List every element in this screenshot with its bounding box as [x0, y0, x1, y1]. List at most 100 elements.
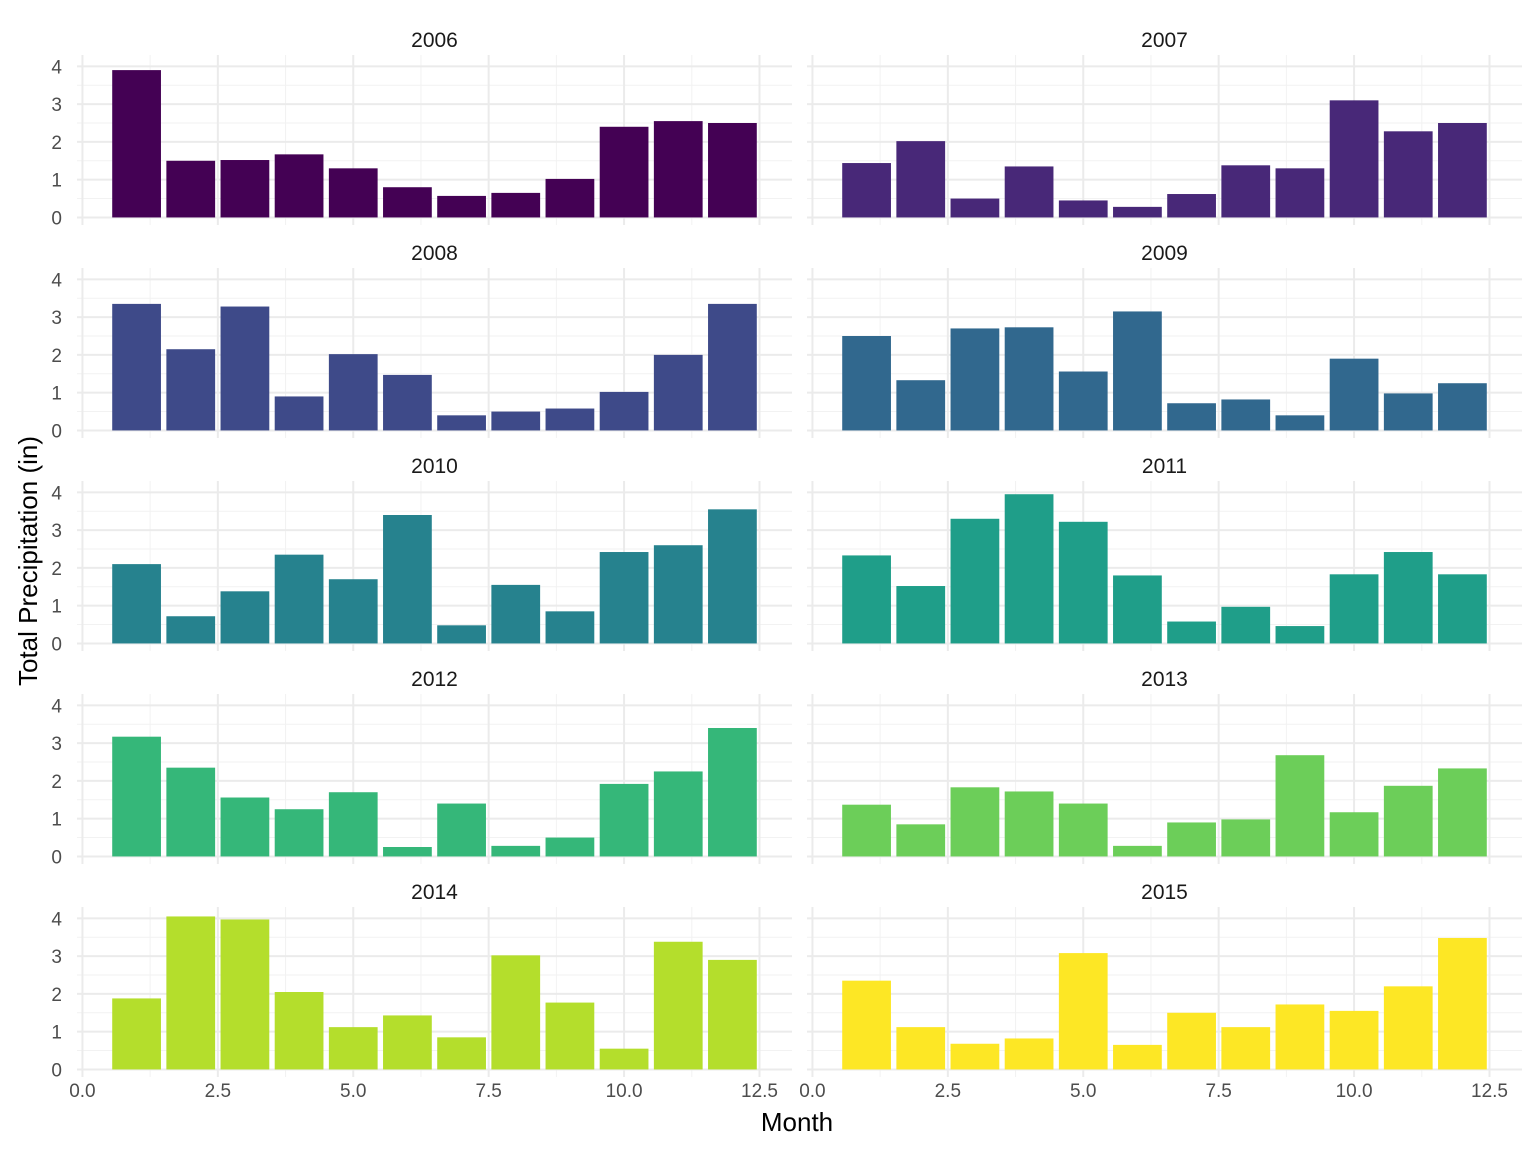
y-tick-label: 3 [51, 947, 62, 968]
bar-2010-month-12 [708, 509, 757, 644]
bar-2014-month-2 [166, 916, 216, 1070]
bar-2006-month-11 [653, 121, 703, 218]
bar-2013-month-3 [950, 787, 1000, 857]
bar-2008-month-4 [274, 396, 324, 431]
facet-panel-2015: 2015 [807, 881, 1522, 1077]
bar-2007-month-8 [1221, 165, 1271, 218]
bar-2012-month-12 [708, 728, 757, 857]
bar-2011-month-8 [1221, 606, 1271, 644]
bar-2012-month-1 [112, 736, 161, 857]
bar-2012-month-4 [274, 809, 324, 857]
bar-2007-month-9 [1275, 168, 1325, 218]
bar-2008-month-2 [166, 349, 216, 431]
bar-2014-month-11 [653, 941, 703, 1070]
bar-2010-month-6 [383, 515, 432, 644]
bar-2011-month-3 [950, 518, 1000, 644]
y-tick-label: 0 [51, 847, 62, 868]
bar-2006-month-8 [491, 192, 541, 218]
bar-2008-month-12 [708, 303, 757, 431]
bar-2009-month-4 [1004, 327, 1054, 431]
bar-2015-month-6 [1113, 1044, 1162, 1070]
bar-2010-month-2 [166, 616, 216, 644]
facet-panel-2014: 2014 0 1 2 3 4 [51, 881, 792, 1081]
y-tick-label: 2 [51, 772, 62, 793]
bar-2011-month-2 [896, 586, 946, 644]
bar-2014-month-6 [383, 1015, 432, 1070]
bar-2014-month-4 [274, 992, 324, 1070]
facet-title: 2011 [1142, 455, 1187, 478]
y-tick-label: 4 [51, 57, 62, 78]
bar-2013-month-5 [1058, 803, 1108, 857]
bar-2009-month-3 [950, 328, 1000, 431]
bar-2006-month-10 [599, 126, 649, 218]
bar-2006-month-12 [708, 123, 757, 218]
facet-panel-2010: 2010 0 1 2 3 4 [51, 455, 792, 655]
y-tick-label: 1 [51, 597, 62, 618]
y-tick-label: 4 [51, 270, 62, 291]
bar-2012-month-7 [437, 803, 486, 857]
facet-title: 2006 [411, 29, 458, 52]
bar-2009-month-2 [896, 380, 946, 431]
bar-2009-month-7 [1167, 403, 1216, 431]
bar-2011-month-9 [1275, 626, 1325, 644]
bar-2011-month-5 [1058, 521, 1108, 644]
bar-2007-month-2 [896, 141, 946, 218]
x-axis-right: 0.0 2.5 5.0 7.5 10.0 12.5 [799, 1081, 1508, 1102]
bar-2011-month-10 [1329, 574, 1379, 644]
facet-title: 2008 [411, 242, 458, 265]
bar-2015-month-9 [1275, 1004, 1325, 1070]
bar-2013-month-9 [1275, 755, 1325, 857]
bar-2008-month-7 [437, 415, 486, 431]
facet-title: 2014 [411, 881, 458, 904]
x-tick-label: 7.5 [1205, 1081, 1231, 1102]
bar-2010-month-10 [599, 552, 649, 644]
bar-2007-month-4 [1004, 166, 1054, 218]
bar-2007-month-6 [1113, 206, 1162, 218]
y-tick-label: 1 [51, 384, 62, 405]
bar-2012-month-2 [166, 767, 216, 857]
bar-2012-month-3 [220, 797, 270, 857]
y-tick-label: 2 [51, 985, 62, 1006]
bar-2007-month-1 [842, 163, 891, 218]
y-tick-label: 3 [51, 95, 62, 116]
bar-2014-month-3 [220, 919, 270, 1070]
bar-2009-month-12 [1438, 383, 1487, 431]
bar-2006-month-3 [220, 160, 270, 218]
bar-2015-month-3 [950, 1043, 1000, 1070]
x-tick-label: 2.5 [205, 1081, 231, 1102]
bar-2007-month-11 [1383, 131, 1433, 218]
bar-2010-month-3 [220, 591, 270, 644]
y-tick-label: 3 [51, 521, 62, 542]
bar-2010-month-5 [328, 579, 378, 644]
bar-2014-month-12 [708, 959, 757, 1070]
bar-2006-month-5 [328, 168, 378, 218]
bar-2009-month-1 [842, 336, 891, 431]
bar-2014-month-1 [112, 998, 161, 1070]
bar-2008-month-1 [112, 303, 161, 431]
y-tick-label: 3 [51, 734, 62, 755]
bar-2015-month-11 [1383, 986, 1433, 1070]
bar-2011-month-7 [1167, 621, 1216, 644]
x-tick-label: 7.5 [475, 1081, 501, 1102]
facet-panel-2011: 2011 [807, 455, 1522, 651]
bar-2015-month-1 [842, 980, 891, 1070]
bar-2015-month-5 [1058, 953, 1108, 1070]
facet-title: 2010 [411, 455, 458, 478]
bar-2010-month-9 [545, 611, 595, 644]
bar-2011-month-1 [842, 555, 891, 644]
bar-2008-month-10 [599, 391, 649, 431]
bar-2012-month-11 [653, 771, 703, 857]
bar-2015-month-7 [1167, 1012, 1216, 1070]
bar-2006-month-1 [112, 70, 161, 218]
bar-2010-month-1 [112, 564, 161, 644]
bar-2011-month-11 [1383, 552, 1433, 644]
facet-title: 2013 [1141, 668, 1188, 691]
bar-2009-month-9 [1275, 415, 1325, 431]
bar-2015-month-12 [1438, 937, 1487, 1070]
y-tick-label: 0 [51, 421, 62, 442]
bar-2013-month-2 [896, 824, 946, 857]
bar-2006-month-2 [166, 160, 216, 218]
facet-panel-2013: 2013 [807, 668, 1522, 864]
bar-2013-month-8 [1221, 819, 1271, 857]
